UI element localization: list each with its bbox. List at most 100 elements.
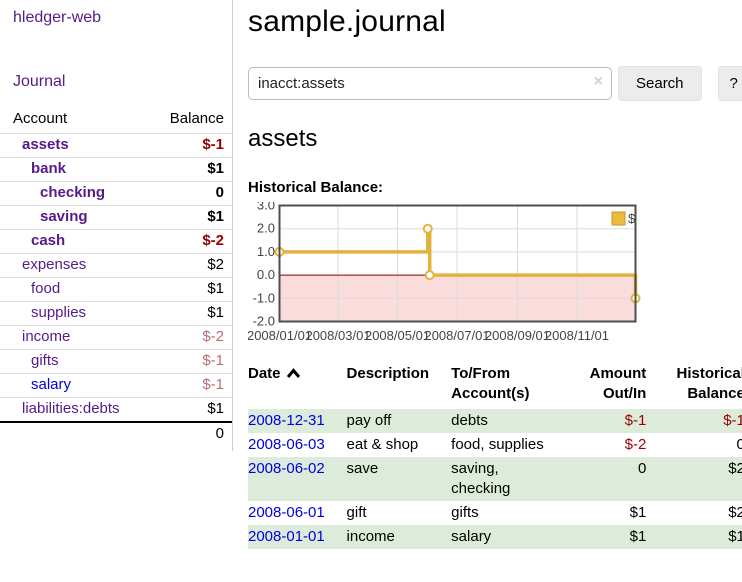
search-input[interactable] — [248, 67, 612, 100]
balance-value: $-2 — [152, 229, 232, 254]
svg-text:-1.0: -1.0 — [253, 290, 275, 305]
svg-text:3.0: 3.0 — [257, 202, 275, 213]
register-header-date[interactable]: Date — [248, 362, 347, 409]
balance-value: $2 — [152, 253, 232, 278]
table-row: gifts $-1 — [0, 349, 232, 374]
register-header-description: Description — [346, 365, 430, 382]
balance-value: $1 — [152, 157, 232, 182]
table-row: 2008-01-01 income salary $1 $1 — [248, 525, 742, 549]
svg-text:2008/03/01: 2008/03/01 — [305, 328, 370, 343]
table-row: supplies $1 — [0, 301, 232, 326]
transaction-date-link[interactable]: 2008-06-01 — [248, 504, 325, 521]
accounts-total-row: 0 — [0, 421, 232, 446]
account-link-assets[interactable]: assets — [22, 136, 69, 153]
table-row: 2008-06-02 save saving, checking 0 $2 — [248, 457, 742, 501]
balance-value: $1 — [152, 397, 232, 423]
svg-text:2008/07/01: 2008/07/01 — [424, 328, 489, 343]
accounts-header-balance: Balance — [152, 107, 232, 134]
transaction-accounts: salary — [451, 528, 492, 545]
register-table: Date Description To/From Account(s) Amou… — [248, 362, 742, 549]
account-link-liabilities-debts[interactable]: liabilities:debts — [22, 400, 120, 417]
table-row: bank $1 — [0, 157, 232, 182]
help-button[interactable]: ? — [717, 66, 742, 101]
transaction-amount: $1 — [629, 528, 647, 545]
table-row: saving $1 — [0, 205, 232, 230]
svg-text:2008/09/01: 2008/09/01 — [485, 328, 550, 343]
transaction-date-link[interactable]: 2008-06-03 — [248, 436, 325, 453]
svg-text:$: $ — [628, 211, 636, 226]
sidebar: hledger-web Journal Account Balance asse… — [0, 0, 233, 451]
balance-value: $1 — [152, 205, 232, 230]
main-content: sample.journal × Search ? assets Histori… — [233, 0, 742, 549]
sidebar-item-journal[interactable]: Journal — [13, 73, 66, 90]
svg-text:2008/11/01: 2008/11/01 — [545, 328, 609, 343]
account-link-expenses[interactable]: expenses — [22, 256, 87, 273]
account-link-checking[interactable]: checking — [40, 184, 106, 201]
transaction-description: income — [346, 528, 395, 545]
account-link-salary[interactable]: salary — [31, 376, 72, 393]
register-header-accounts: To/From Account(s) — [451, 365, 530, 402]
account-link-bank[interactable]: bank — [31, 160, 67, 177]
table-row: expenses $2 — [0, 253, 232, 278]
account-link-cash[interactable]: cash — [31, 232, 66, 249]
accounts-table: Account Balance assets $-1 bank $1 check… — [0, 107, 232, 446]
transaction-description: gift — [346, 504, 367, 521]
register-header-amount: Amount Out/In — [589, 365, 647, 402]
transaction-balance: $2 — [728, 460, 742, 477]
page-title: sample.journal — [248, 5, 446, 38]
table-row: food $1 — [0, 277, 232, 302]
transaction-balance: 0 — [736, 436, 742, 453]
transaction-accounts: saving, checking — [451, 460, 511, 497]
transaction-accounts: debts — [451, 412, 488, 429]
account-link-income[interactable]: income — [22, 328, 71, 345]
transaction-balance: $1 — [728, 528, 742, 545]
transaction-description: save — [346, 460, 379, 477]
search-form: × Search ? — [248, 66, 742, 101]
transaction-description: pay off — [346, 412, 392, 429]
account-link-supplies[interactable]: supplies — [31, 304, 87, 321]
balance-value: $1 — [152, 301, 232, 326]
transaction-balance: $2 — [728, 504, 742, 521]
table-row: 2008-06-03 eat & shop food, supplies $-2… — [248, 433, 742, 457]
table-row: liabilities:debts $1 — [0, 397, 232, 423]
table-row: salary $-1 — [0, 373, 232, 398]
app-title-link[interactable]: hledger-web — [13, 9, 102, 26]
register-header-balance: Historical Balance — [676, 365, 742, 402]
transaction-accounts: gifts — [451, 504, 479, 521]
table-row: checking 0 — [0, 181, 232, 206]
accounts-header-account: Account — [0, 107, 153, 134]
svg-text:1.0: 1.0 — [257, 244, 275, 259]
transaction-amount: $-1 — [624, 412, 647, 429]
transaction-balance: $-1 — [723, 412, 742, 429]
svg-text:-2.0: -2.0 — [253, 314, 275, 329]
transaction-date-link[interactable]: 2008-12-31 — [248, 412, 325, 429]
transaction-amount: 0 — [637, 460, 647, 477]
account-link-gifts[interactable]: gifts — [31, 352, 59, 369]
account-heading: assets — [248, 125, 318, 152]
historical-balance-chart: 2008/01/012008/03/012008/05/012008/07/01… — [248, 202, 641, 343]
table-row: income $-2 — [0, 325, 232, 350]
page: hledger-web Journal Account Balance asse… — [0, 0, 742, 549]
balance-value: 0 — [152, 181, 232, 206]
balance-value: $-1 — [152, 349, 232, 374]
transaction-amount: $-2 — [624, 436, 647, 453]
svg-text:2008/01/01: 2008/01/01 — [248, 328, 312, 343]
search-button[interactable]: Search — [618, 66, 702, 101]
svg-text:2008/05/01: 2008/05/01 — [365, 328, 430, 343]
account-link-saving[interactable]: saving — [40, 208, 88, 225]
table-row: 2008-12-31 pay off debts $-1 $-1 — [248, 409, 742, 433]
table-row: cash $-2 — [0, 229, 232, 254]
balance-value: $-1 — [152, 373, 232, 398]
transaction-date-link[interactable]: 2008-06-02 — [248, 460, 325, 477]
transaction-amount: $1 — [629, 504, 647, 521]
transaction-description: eat & shop — [346, 436, 419, 453]
clear-search-icon[interactable]: × — [593, 73, 603, 90]
accounts-total-value: 0 — [152, 421, 232, 446]
transaction-accounts: food, supplies — [451, 436, 544, 453]
transaction-date-link[interactable]: 2008-01-01 — [248, 528, 325, 545]
table-row: 2008-06-01 gift gifts $1 $2 — [248, 501, 742, 525]
svg-text:2.0: 2.0 — [257, 221, 275, 236]
svg-text:0.0: 0.0 — [257, 267, 275, 282]
account-link-food[interactable]: food — [31, 280, 61, 297]
table-row: assets $-1 — [0, 133, 232, 158]
